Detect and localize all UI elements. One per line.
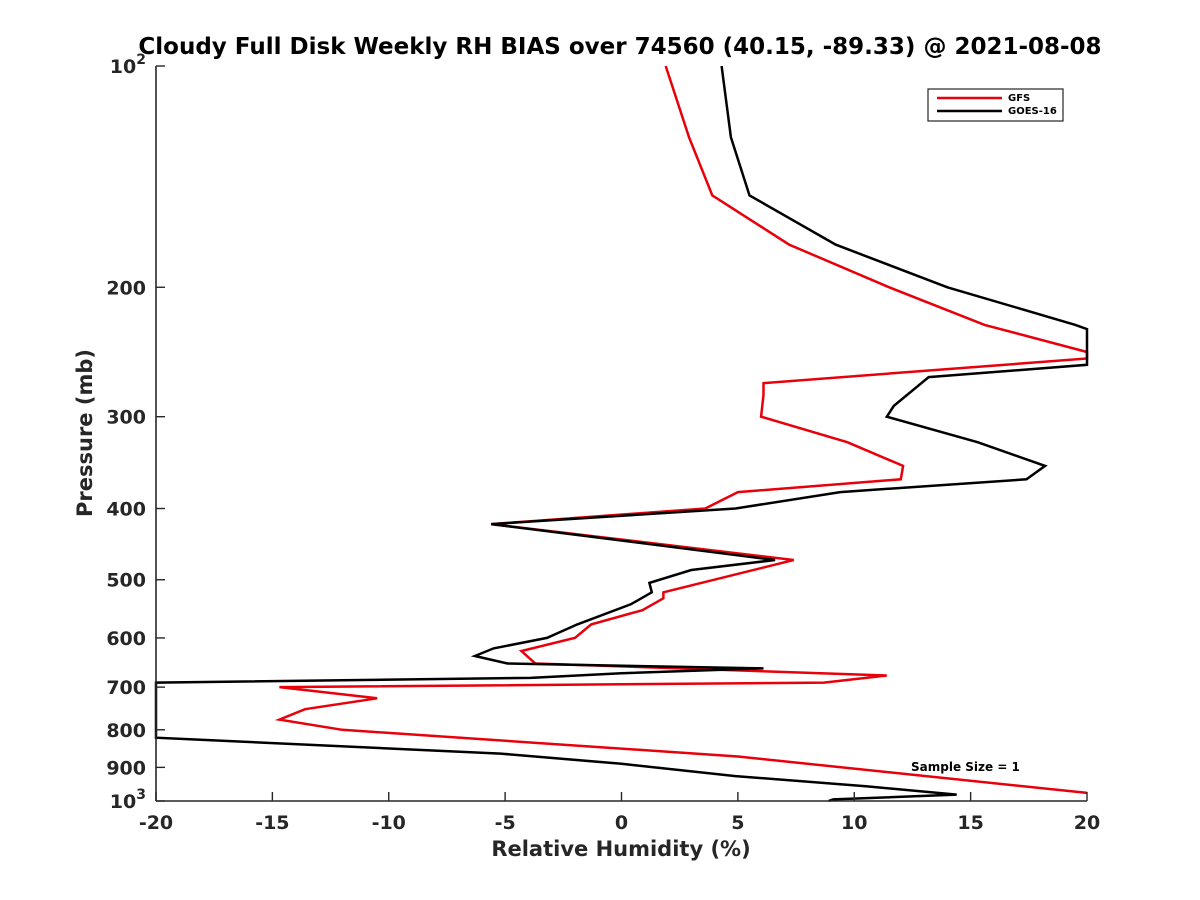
x-tick-label-0: -20 bbox=[139, 812, 173, 834]
y-tick-label-5: 600 bbox=[106, 628, 146, 650]
y-tick-label-3: 400 bbox=[106, 499, 146, 521]
x-axis-label: Relative Humidity (%) bbox=[491, 837, 750, 861]
x-tick-label-8: 20 bbox=[1074, 812, 1100, 834]
y-tick-label-1: 200 bbox=[106, 277, 146, 299]
y-tick-label-4: 500 bbox=[106, 570, 146, 592]
legend: GFS GOES-16 bbox=[927, 88, 1064, 122]
y-ticks: 102 200 300 400 500 600 700 800 900 103 bbox=[106, 52, 165, 813]
y-axis-label: Pressure (mb) bbox=[73, 349, 97, 517]
series-line-1 bbox=[154, 65, 1089, 803]
y-tick-label-8: 900 bbox=[106, 757, 146, 779]
x-tick-label-2: -10 bbox=[372, 812, 406, 834]
y-tick-label-0: 102 bbox=[110, 52, 146, 78]
x-tick-label-5: 5 bbox=[731, 812, 744, 834]
y-tick-label-9: 103 bbox=[110, 787, 146, 813]
x-ticks: -20 -15 -10 -5 0 5 10 15 20 bbox=[139, 792, 1100, 834]
series-line-0 bbox=[274, 65, 1089, 795]
series-layer bbox=[154, 65, 1089, 803]
x-tick-label-7: 15 bbox=[957, 812, 983, 834]
legend-label-goes16: GOES-16 bbox=[1008, 106, 1057, 117]
x-tick-label-1: -15 bbox=[255, 812, 289, 834]
x-tick-label-6: 10 bbox=[841, 812, 867, 834]
x-tick-label-3: -5 bbox=[495, 812, 516, 834]
y-tick-label-6: 700 bbox=[106, 677, 146, 699]
sample-size-annotation: Sample Size = 1 bbox=[911, 760, 1020, 774]
y-tick-label-2: 300 bbox=[106, 407, 146, 429]
legend-label-gfs: GFS bbox=[1008, 93, 1030, 104]
y-tick-label-7: 800 bbox=[106, 720, 146, 742]
x-tick-label-4: 0 bbox=[615, 812, 628, 834]
chart-title: Cloudy Full Disk Weekly RH BIAS over 745… bbox=[138, 34, 1101, 60]
legend-box bbox=[927, 88, 1064, 122]
